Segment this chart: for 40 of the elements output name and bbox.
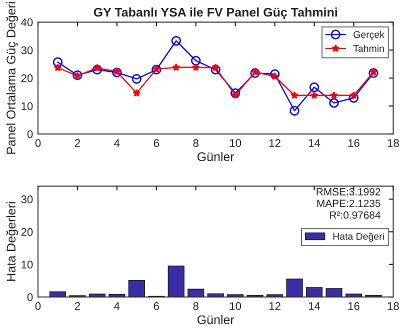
x-tick-label: 10: [230, 139, 242, 148]
x-tick-label: 18: [388, 302, 399, 310]
chart-title: GY Tabanlı YSA ile FV Panel Güç Tahmini: [94, 7, 337, 20]
y-tick-label: 0: [27, 130, 33, 138]
x-tick-label: 2: [74, 302, 80, 310]
x-tick-label: 12: [269, 139, 280, 147]
x-axis-title: Günler: [197, 152, 234, 162]
x-tick-label: 6: [154, 302, 159, 310]
x-tick-label: 2: [74, 139, 80, 147]
y-tick-label: 10: [22, 260, 33, 269]
x-axis-title: Günler: [197, 314, 234, 324]
y-tick-label: 30: [21, 46, 33, 54]
x-tick-label: 0: [35, 302, 41, 310]
x-tick-label: 18: [388, 139, 399, 148]
x-tick-label: 4: [114, 139, 120, 147]
x-tick-label: 14: [308, 139, 320, 147]
y-tick-label: 30: [21, 195, 33, 204]
y-tick-label: 20: [21, 74, 33, 82]
y-tick-label: 40: [21, 18, 33, 26]
x-tick-label: 8: [193, 302, 198, 310]
annotation: MAPE:2.1235: [317, 200, 380, 208]
legend-label: Tahmin: [353, 44, 384, 52]
y-tick-label: 0: [27, 293, 33, 302]
y-tick-label: 20: [21, 228, 33, 236]
legend-label: Hata Değeri: [333, 232, 384, 242]
x-tick-label: 16: [348, 302, 360, 310]
x-tick-label: 16: [348, 139, 360, 148]
annotation: RMSE:3.1992: [316, 188, 380, 196]
x-tick-label: 0: [35, 139, 41, 148]
x-tick-label: 6: [154, 139, 159, 148]
annotation: R²:0.97684: [330, 211, 380, 219]
y-axis-title: Hata Değerleri: [6, 202, 18, 281]
legend-label: Gerçek: [354, 30, 384, 40]
x-tick-label: 8: [193, 139, 198, 148]
y-axis-title: Panel Ortalama Güç Değeri: [6, 2, 18, 154]
x-tick-label: 10: [230, 302, 242, 310]
x-tick-label: 12: [269, 302, 280, 310]
y-tick-label: 10: [22, 102, 33, 110]
x-tick-label: 14: [308, 302, 320, 310]
x-tick-label: 4: [114, 302, 120, 310]
